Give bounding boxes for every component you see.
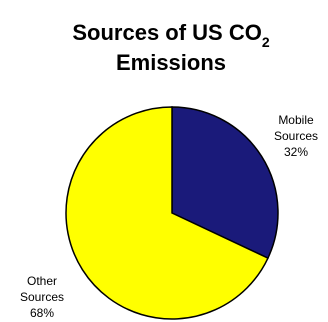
chart-title-line2: Emissions — [116, 50, 226, 75]
slice-label-mobile-line2: Sources — [274, 129, 318, 143]
slice-label-other-percent: 68% — [30, 306, 54, 320]
slice-label-mobile: Mobile Sources 32% — [274, 113, 318, 159]
slice-label-other: Other Sources 68% — [20, 274, 64, 320]
slice-label-other-line2: Sources — [20, 290, 64, 304]
chart-title: Sources of US CO2 — [72, 20, 269, 50]
chart-title-main: Sources of US CO — [72, 20, 261, 45]
pie-slice-other — [65, 106, 269, 320]
chart-title-subscript: 2 — [262, 34, 270, 50]
pie-slices — [65, 106, 279, 320]
slice-label-mobile-percent: 32% — [284, 145, 308, 159]
pie-slice-mobile — [171, 106, 279, 260]
slice-label-mobile-line1: Mobile — [278, 113, 314, 127]
slice-label-other-line1: Other — [27, 274, 57, 288]
